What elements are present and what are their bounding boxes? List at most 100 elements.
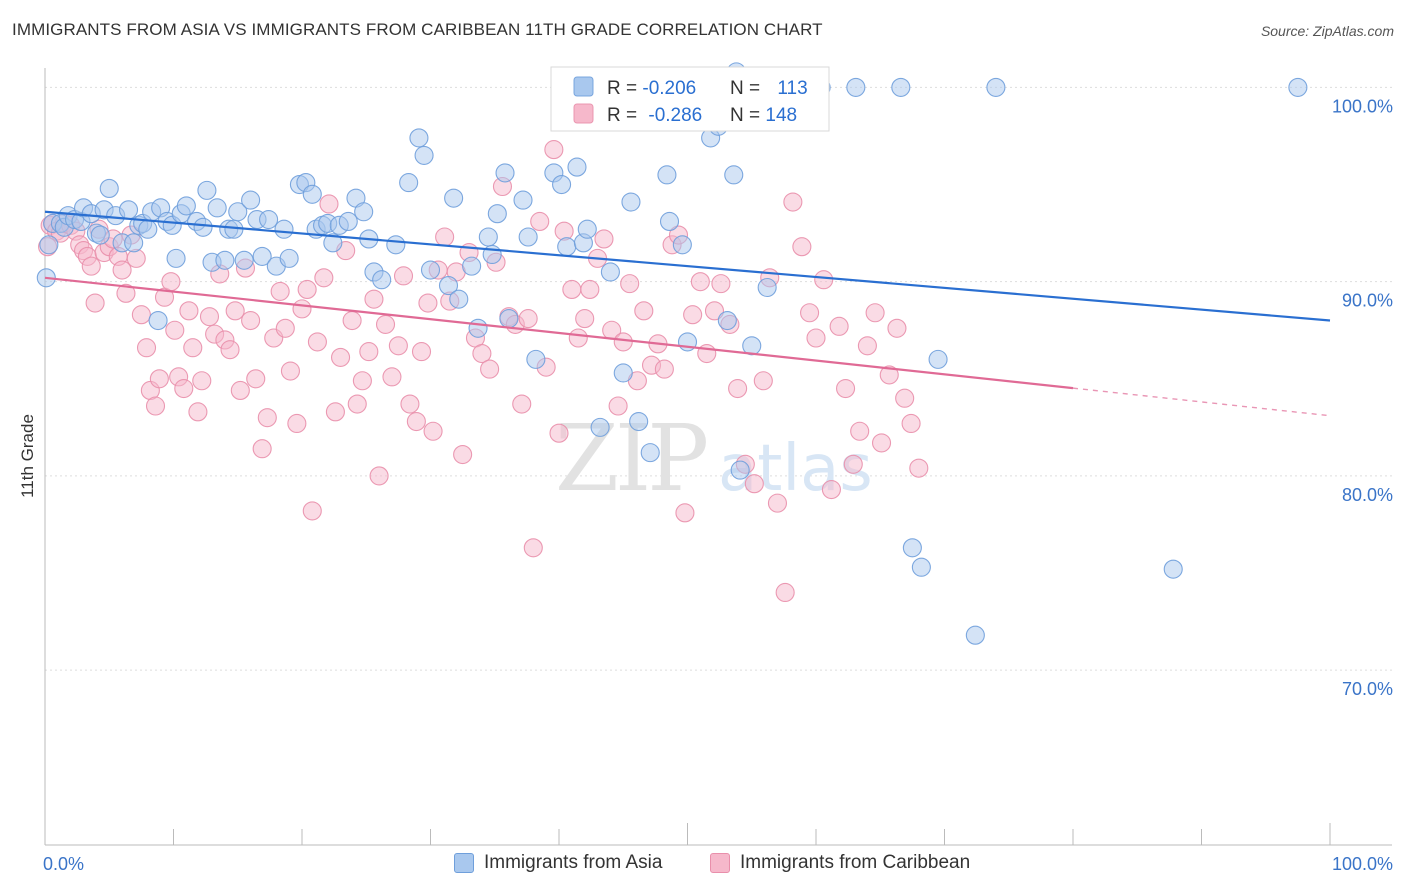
- source-note: Source: ZipAtlas.com: [1260, 23, 1394, 39]
- axes: [44, 68, 1392, 846]
- point-asia: [176, 196, 196, 216]
- point-caribbean: [116, 283, 136, 303]
- point-asia: [613, 363, 633, 383]
- point-asia: [99, 178, 119, 198]
- legend-label-caribbean: Immigrants from Caribbean: [740, 852, 971, 873]
- point-caribbean: [800, 303, 820, 323]
- point-caribbean: [775, 582, 795, 603]
- point-caribbean: [728, 378, 748, 399]
- trend-lines: [44, 210, 1331, 417]
- svg-text:N = 148: N = 148: [730, 105, 797, 126]
- point-caribbean: [192, 371, 212, 391]
- point-caribbean: [400, 394, 420, 414]
- stats-r-value-caribbean: -0.286: [648, 105, 702, 126]
- point-caribbean: [418, 293, 438, 313]
- point-caribbean: [744, 474, 764, 494]
- point-asia: [241, 190, 261, 210]
- point-asia: [518, 227, 538, 247]
- point-caribbean: [270, 281, 290, 301]
- point-asia: [911, 557, 931, 577]
- point-caribbean: [292, 299, 312, 319]
- point-caribbean: [287, 413, 307, 434]
- point-caribbean: [518, 309, 538, 329]
- point-asia: [118, 200, 139, 220]
- point-asia: [372, 270, 392, 290]
- point-asia: [259, 209, 279, 230]
- point-caribbean: [821, 479, 841, 500]
- tick-labels: 70.0% 80.0% 90.0% 100.0% 0.0% 100.0%: [43, 96, 1393, 874]
- point-asia: [657, 165, 677, 185]
- point-asia: [274, 219, 294, 239]
- point-caribbean: [81, 256, 101, 276]
- point-caribbean: [690, 272, 710, 292]
- point-caribbean: [909, 458, 929, 478]
- point-caribbean: [575, 309, 595, 329]
- point-asia: [891, 77, 911, 97]
- point-asia: [124, 233, 144, 253]
- point-caribbean: [149, 369, 169, 389]
- point-caribbean: [131, 305, 151, 325]
- point-caribbean: [549, 423, 569, 443]
- point-asia: [420, 260, 441, 280]
- point-caribbean: [654, 359, 674, 379]
- point-asia: [965, 625, 985, 645]
- legend-swatch-asia: [454, 853, 474, 873]
- trend-line-caribbean-extension: [1072, 387, 1331, 417]
- point-caribbean: [857, 336, 877, 356]
- point-caribbean: [225, 301, 245, 321]
- point-caribbean: [230, 380, 250, 401]
- point-caribbean: [568, 328, 588, 348]
- legend-item-caribbean: Immigrants from Caribbean: [710, 852, 970, 874]
- point-caribbean: [126, 248, 146, 268]
- point-asia: [207, 198, 227, 218]
- point-caribbean: [411, 342, 432, 362]
- x-tick-label-start: 0.0%: [43, 854, 84, 874]
- point-caribbean: [562, 279, 582, 299]
- point-caribbean: [613, 332, 633, 352]
- point-caribbean: [530, 211, 550, 232]
- point-caribbean: [806, 328, 826, 348]
- point-asia: [414, 145, 434, 165]
- point-caribbean: [580, 279, 600, 299]
- point-asia: [902, 538, 922, 558]
- point-caribbean: [594, 229, 614, 249]
- point-caribbean: [275, 318, 295, 338]
- point-caribbean: [783, 192, 803, 212]
- series-legend: Immigrants from Asia Immigrants from Car…: [0, 852, 1406, 878]
- point-caribbean: [887, 318, 907, 338]
- trend-line-caribbean: [44, 276, 1074, 390]
- point-asia: [409, 128, 429, 148]
- point-caribbean: [220, 340, 240, 360]
- point-asia: [302, 184, 322, 204]
- point-asia: [166, 248, 186, 268]
- point-asia: [552, 175, 572, 195]
- point-asia: [338, 211, 358, 232]
- svg-text:N = 113: N = 113: [730, 78, 808, 99]
- point-caribbean: [179, 301, 199, 321]
- legend-label-asia: Immigrants from Asia: [484, 852, 663, 873]
- svg-text:R = -0.206: R = -0.206: [607, 78, 696, 99]
- point-asia: [462, 256, 482, 276]
- point-asia: [724, 165, 744, 185]
- point-caribbean: [634, 301, 654, 321]
- point-asia: [386, 235, 406, 255]
- y-tick-label: 70.0%: [1342, 679, 1393, 699]
- point-caribbean: [347, 394, 367, 414]
- point-caribbean: [879, 365, 899, 385]
- point-asia: [323, 233, 343, 253]
- point-caribbean: [359, 342, 379, 362]
- point-asia: [193, 217, 213, 237]
- point-caribbean: [319, 194, 339, 214]
- point-caribbean: [620, 274, 640, 294]
- point-asia: [1288, 77, 1308, 97]
- point-caribbean: [512, 394, 532, 414]
- point-asia: [577, 219, 597, 239]
- point-caribbean: [302, 501, 322, 521]
- point-caribbean: [843, 454, 863, 474]
- stats-r-value-asia: -0.206: [642, 78, 696, 99]
- point-asia: [499, 309, 519, 329]
- point-caribbean: [836, 378, 856, 399]
- point-caribbean: [375, 314, 396, 334]
- point-caribbean: [325, 402, 345, 422]
